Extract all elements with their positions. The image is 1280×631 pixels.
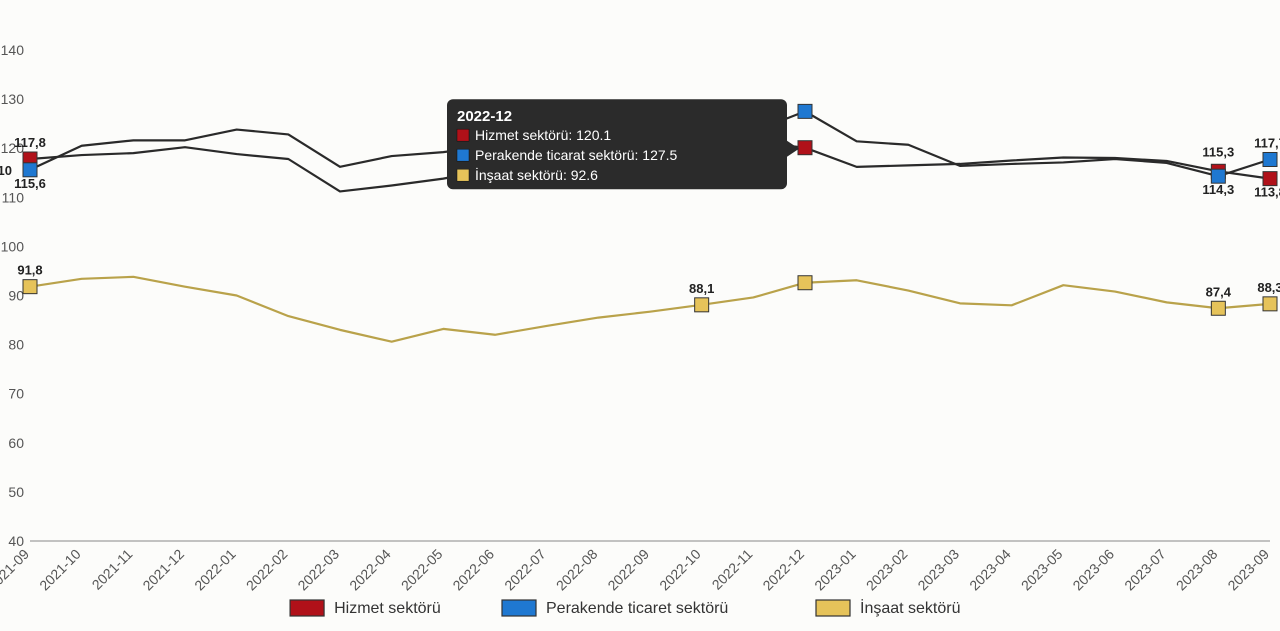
y-tick-label: 70 xyxy=(8,386,24,402)
marker-label-insaat: 87,4 xyxy=(1206,284,1232,299)
y-tick-label: 60 xyxy=(8,435,24,451)
x-tick-label: 2023-07 xyxy=(1121,546,1169,594)
marker-label-insaat: 91,8 xyxy=(17,263,42,278)
x-tick-label: 2021-10 xyxy=(36,546,84,594)
legend-swatch xyxy=(290,600,324,616)
x-tick-label: 2022-03 xyxy=(294,546,342,594)
tooltip-row-text: Perakende ticarat sektörü: 127.5 xyxy=(475,147,678,163)
tooltip-title: 2022-12 xyxy=(457,108,512,125)
marker-perakende xyxy=(23,163,37,177)
marker-insaat xyxy=(798,276,812,290)
legend-label: Perakende ticaret sektörü xyxy=(546,600,728,617)
y-tick-label: 130 xyxy=(1,91,25,107)
tooltip-swatch xyxy=(457,169,469,181)
y-tick-label: 140 xyxy=(1,42,25,58)
marker-insaat xyxy=(23,280,37,294)
marker-perakende xyxy=(798,104,812,118)
legend-swatch xyxy=(816,600,850,616)
legend-swatch xyxy=(502,600,536,616)
x-tick-label: 2022-04 xyxy=(346,546,394,594)
x-tick-label: 2021-11 xyxy=(89,546,136,593)
marker-label-perakende: 115,6 xyxy=(14,176,46,191)
x-tick-label: 2022-09 xyxy=(604,546,652,594)
y-tick-label: 80 xyxy=(8,337,24,353)
y-tick-label: 50 xyxy=(8,484,24,500)
legend-label: İnşaat sektörü xyxy=(860,598,961,617)
x-tick-label: 2021-09 xyxy=(0,546,32,594)
x-tick-label: 2022-07 xyxy=(501,546,549,594)
marker-label-hizmet: 115,3 xyxy=(1202,144,1234,159)
y-tick-label: 110 xyxy=(2,189,25,205)
x-tick-label: 2022-12 xyxy=(759,546,807,594)
x-tick-label: 2023-08 xyxy=(1173,546,1221,594)
tooltip-swatch xyxy=(457,129,469,141)
sector-confidence-chart: 4050607080901001101201301401102021-09202… xyxy=(0,0,1280,631)
y-tick-label: 100 xyxy=(1,238,25,254)
series-line-insaat xyxy=(30,277,1270,342)
x-tick-label: 2023-04 xyxy=(966,546,1014,594)
x-tick-label: 2023-02 xyxy=(863,546,911,594)
legend-label: Hizmet sektörü xyxy=(334,600,441,617)
marker-hizmet xyxy=(1263,172,1277,186)
marker-insaat xyxy=(1263,297,1277,311)
x-tick-label: 2022-01 xyxy=(191,546,239,594)
x-tick-label: 2023-06 xyxy=(1069,546,1117,594)
inline-110-label: 110 xyxy=(0,163,12,178)
tooltip-row-text: Hizmet sektörü: 120.1 xyxy=(475,127,611,143)
marker-perakende xyxy=(1211,169,1225,183)
tooltip-row-text: İnşaat sektörü: 92.6 xyxy=(475,166,598,183)
marker-perakende xyxy=(1263,152,1277,166)
tooltip: 2022-12 Hizmet sektörü: 120.1 Perakende ti… xyxy=(447,99,799,189)
marker-insaat xyxy=(1211,301,1225,315)
x-tick-label: 2023-05 xyxy=(1018,546,1066,594)
x-tick-label: 2023-01 xyxy=(811,546,859,594)
marker-label-insaat: 88,3 xyxy=(1257,280,1280,295)
chart-svg: 4050607080901001101201301401102021-09202… xyxy=(0,0,1280,631)
x-tick-label: 2021-12 xyxy=(139,546,187,594)
marker-label-insaat: 88,1 xyxy=(689,281,714,296)
x-tick-label: 2023-03 xyxy=(914,546,962,594)
x-tick-label: 2022-05 xyxy=(398,546,446,594)
x-tick-label: 2022-11 xyxy=(709,546,756,593)
marker-label-perakende: 117,7 xyxy=(1254,135,1280,150)
x-tick-label: 2022-06 xyxy=(449,546,497,594)
tooltip-swatch xyxy=(457,149,469,161)
x-tick-label: 2022-10 xyxy=(656,546,704,594)
marker-insaat xyxy=(695,298,709,312)
x-tick-label: 2023-09 xyxy=(1224,546,1272,594)
marker-label-perakende: 114,3 xyxy=(1202,182,1234,197)
marker-hizmet xyxy=(798,141,812,155)
y-tick-label: 40 xyxy=(8,533,24,549)
marker-label-hizmet: 117,8 xyxy=(14,135,46,150)
marker-label-hizmet: 113,8 xyxy=(1254,185,1280,200)
tooltip-pointer xyxy=(787,141,799,157)
y-tick-label: 90 xyxy=(8,288,24,304)
x-tick-label: 2022-02 xyxy=(243,546,291,594)
x-tick-label: 2022-08 xyxy=(553,546,601,594)
